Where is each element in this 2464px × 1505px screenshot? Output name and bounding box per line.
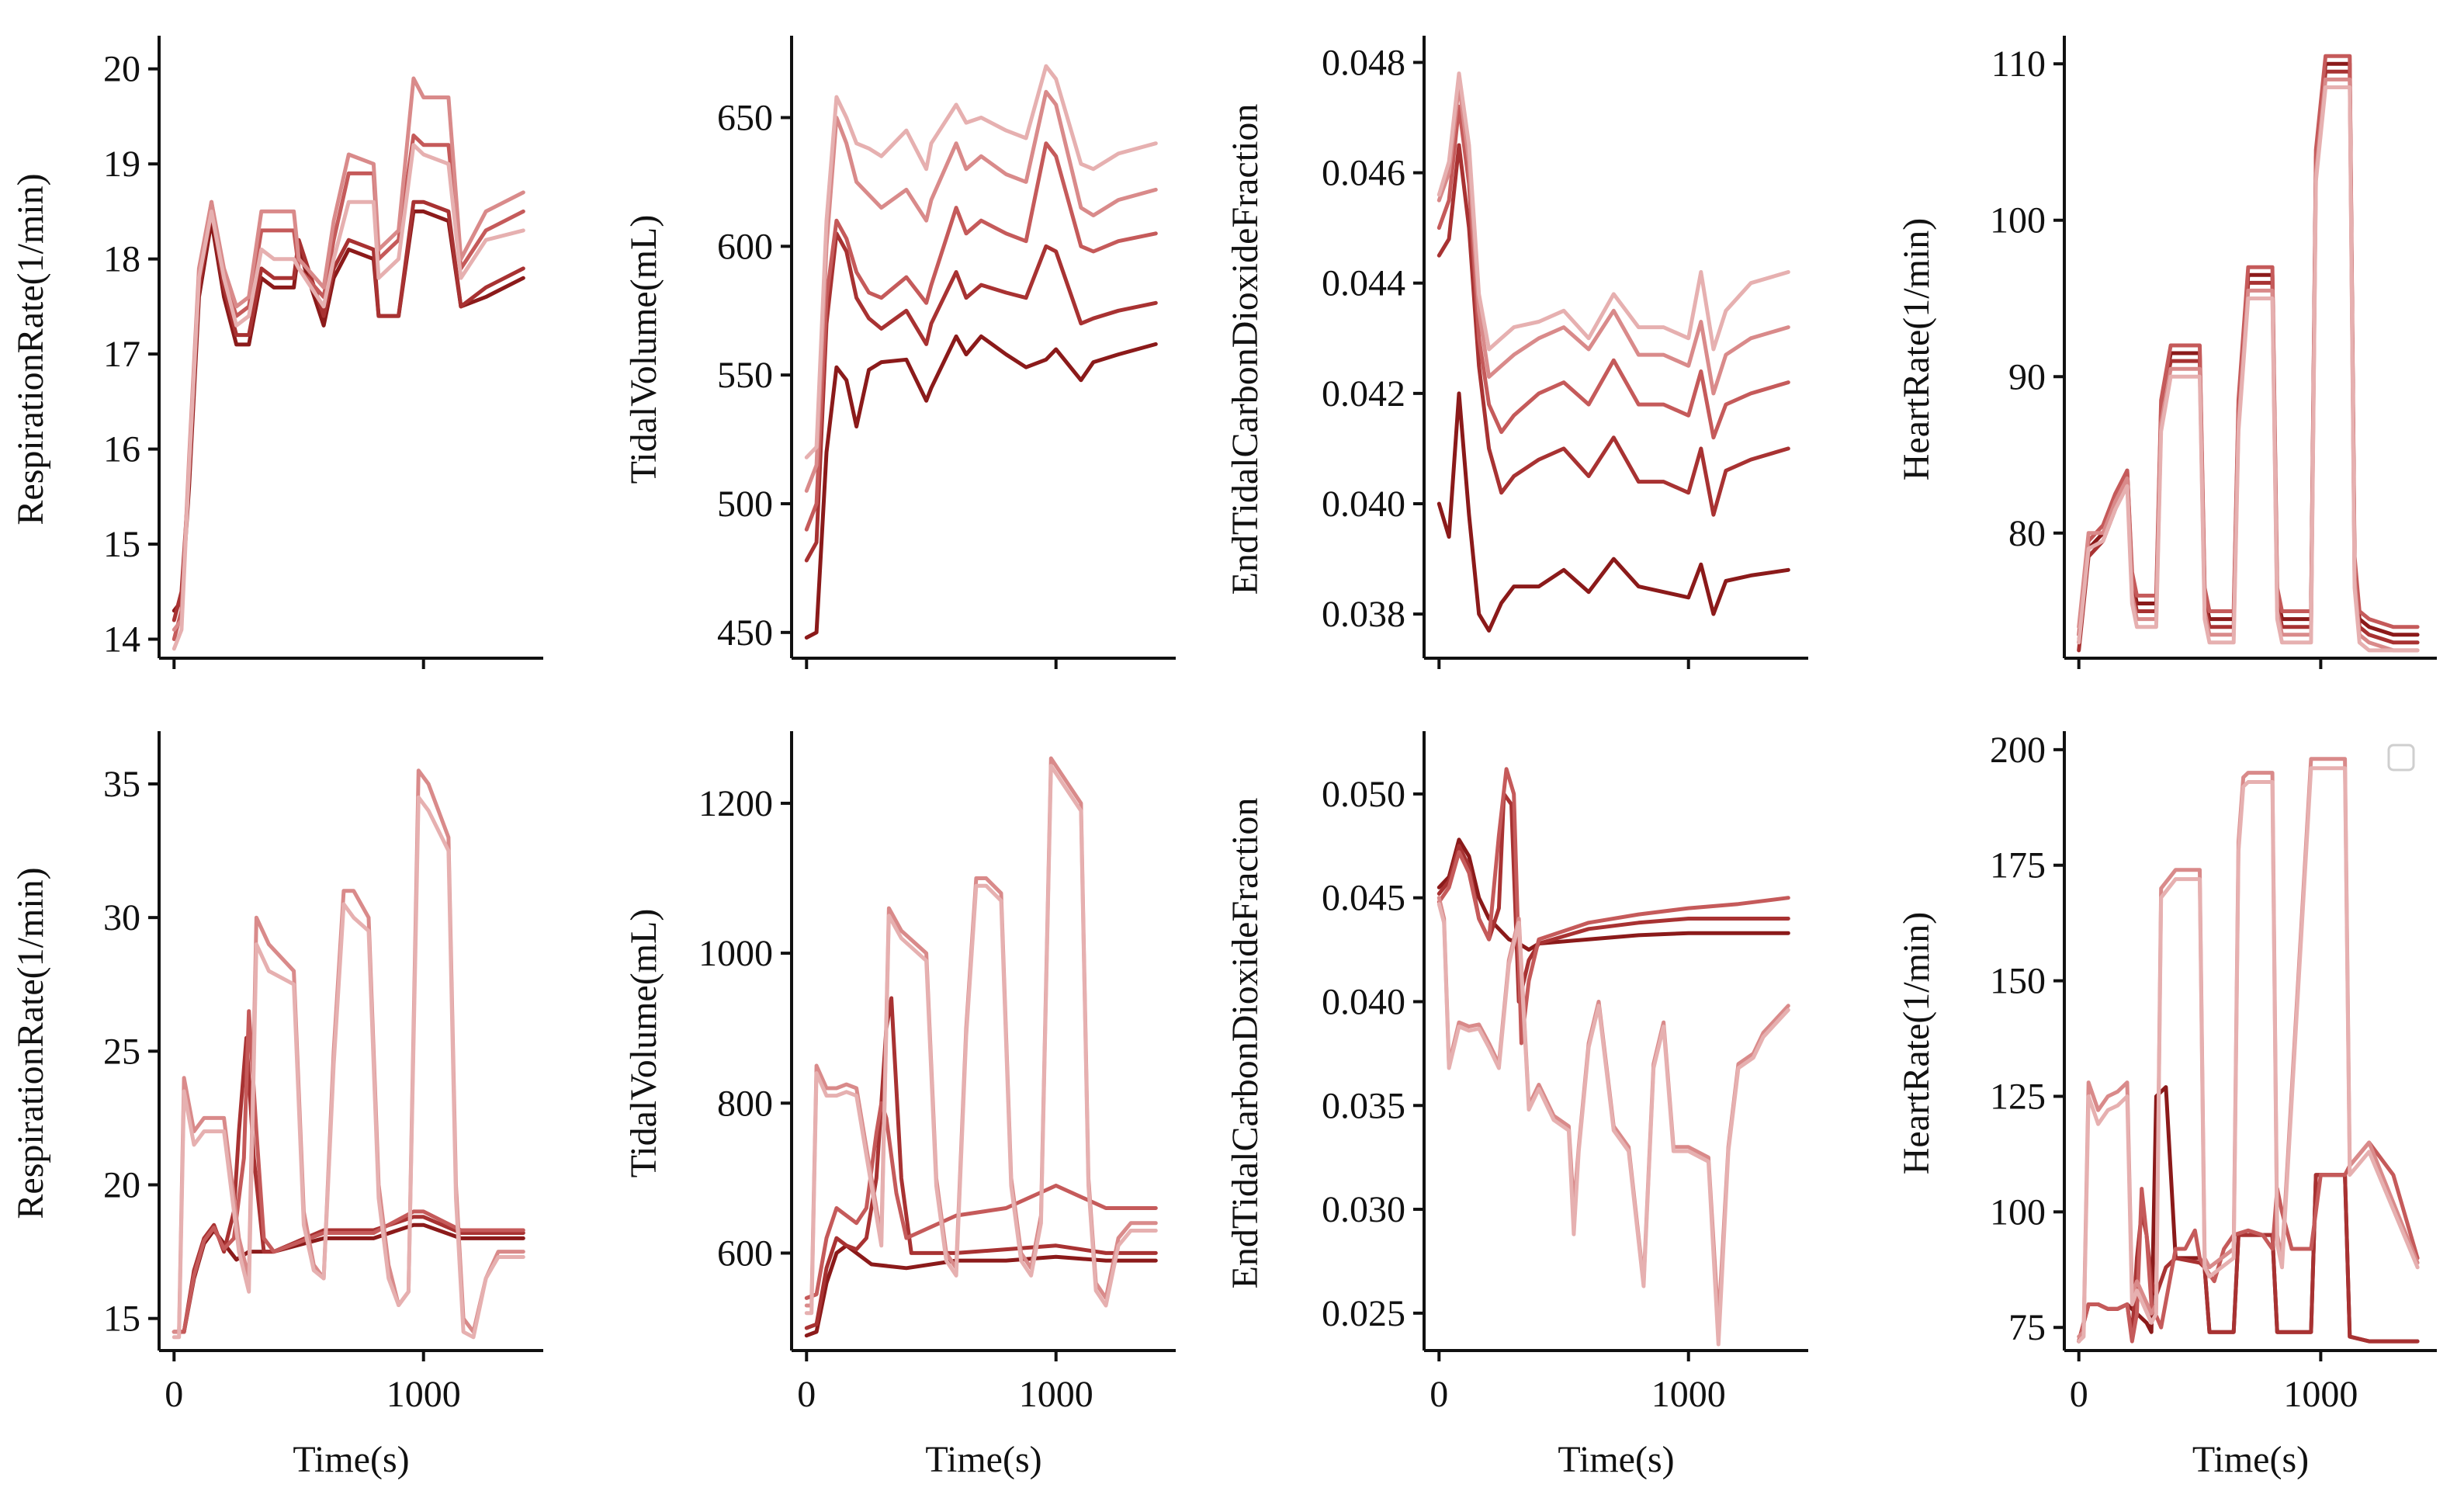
x-axis-title: Time(s) <box>293 1439 409 1480</box>
y-tick-label: 19 <box>103 144 140 185</box>
y-axis-title: HeartRate(1/min) <box>1896 912 1937 1175</box>
y-axis-title: RespirationRate(1/min) <box>10 173 51 525</box>
x-tick-label: 1000 <box>386 1374 461 1415</box>
y-tick-label: 20 <box>103 1165 140 1206</box>
x-tick-label: 1000 <box>1651 1374 1726 1415</box>
y-tick-label: 600 <box>717 226 773 267</box>
x-tick-label: 1000 <box>2283 1374 2358 1415</box>
subplot-r1-c2: 450 500 550 600 650 TidalVolume(mL) <box>623 36 1176 669</box>
subplot-r2-c2: 600 800 1000 1200 0 1000 TidalVolume(mL) Time(s… <box>623 731 1176 1480</box>
series-line-s5 <box>172 795 525 1340</box>
series-line-s3 <box>1436 767 1790 1046</box>
y-tick-label: 110 <box>1991 43 2046 85</box>
y-tick-label: 0.042 <box>1322 373 1405 414</box>
y-tick-label: 100 <box>1990 1191 2046 1233</box>
y-tick-label: 650 <box>717 98 773 139</box>
y-tick-label: 450 <box>717 612 773 654</box>
y-tick-label: 20 <box>103 49 140 90</box>
subplot-grid: 14 15 16 17 18 19 20 RespirationRate(1/min) 450 5… <box>10 36 2437 1480</box>
y-tick-label: 0.035 <box>1322 1085 1405 1126</box>
x-tick-label: 0 <box>2070 1374 2088 1415</box>
y-axis-title: EndTidalCarbonDioxideFraction <box>1225 104 1266 595</box>
series-line-s5 <box>172 143 525 651</box>
y-axis-title: RespirationRate(1/min) <box>10 867 51 1219</box>
y-tick-label: 0.045 <box>1322 878 1405 919</box>
y-tick-label: 125 <box>1990 1076 2046 1117</box>
y-axis-title: TidalVolume(mL) <box>623 215 664 484</box>
series-line-s5 <box>2077 85 2420 653</box>
subplot-r2-c1: 15 20 25 30 35 0 1000 RespirationRate(1/min) Tim… <box>10 731 543 1480</box>
x-axis-title: Time(s) <box>1558 1439 1674 1480</box>
y-tick-label: 90 <box>2008 356 2046 397</box>
y-tick-label: 30 <box>103 897 140 938</box>
subplot-r2-c4: 75 100 125 150 175 200 0 1000 HeartRate(1/min) Ti… <box>1896 730 2437 1480</box>
empty-legend-box <box>2387 744 2415 772</box>
y-tick-label: 17 <box>103 334 140 375</box>
y-tick-label: 80 <box>2008 513 2046 554</box>
y-tick-label: 0.044 <box>1322 263 1405 304</box>
x-axis-title: Time(s) <box>925 1439 1041 1480</box>
y-tick-label: 150 <box>1990 961 2046 1002</box>
subplot-r1-c4: 80 90 100 110 HeartRate(1/min) <box>1896 36 2437 669</box>
y-tick-label: 500 <box>717 484 773 525</box>
x-tick-label: 0 <box>165 1374 183 1415</box>
series-line-s4 <box>2077 757 2420 1339</box>
y-tick-label: 550 <box>717 355 773 396</box>
x-axis-title: Time(s) <box>2192 1439 2309 1480</box>
series-line-s5 <box>804 64 1158 459</box>
y-tick-label: 0.048 <box>1322 42 1405 83</box>
y-tick-label: 15 <box>103 524 140 565</box>
y-tick-label: 0.040 <box>1322 981 1405 1022</box>
y-tick-label: 200 <box>1990 730 2046 771</box>
y-axis-title: HeartRate(1/min) <box>1896 218 1937 481</box>
y-tick-label: 14 <box>103 619 140 661</box>
y-axis-title: EndTidalCarbonDioxideFraction <box>1225 798 1266 1289</box>
y-tick-label: 175 <box>1990 845 2046 886</box>
subplot-r2-c3: 0.025 0.030 0.035 0.040 0.045 0.050 0 1000 EndTi… <box>1225 731 1808 1480</box>
x-tick-label: 0 <box>797 1374 816 1415</box>
series-line-s3 <box>804 141 1158 532</box>
x-tick-label: 0 <box>1430 1374 1448 1415</box>
y-tick-label: 15 <box>103 1299 140 1340</box>
y-tick-label: 0.030 <box>1322 1189 1405 1230</box>
y-tick-label: 35 <box>103 764 140 805</box>
y-tick-label: 1200 <box>698 783 773 824</box>
y-tick-label: 0.050 <box>1322 774 1405 815</box>
y-tick-label: 0.046 <box>1322 153 1405 194</box>
series-line-s1 <box>804 334 1158 640</box>
series-line-s4 <box>804 89 1158 493</box>
y-tick-label: 800 <box>717 1083 773 1124</box>
series-line-s5 <box>2077 766 2420 1344</box>
y-tick-label: 0.025 <box>1322 1293 1405 1334</box>
y-axis-title: TidalVolume(mL) <box>623 909 664 1178</box>
y-tick-label: 0.038 <box>1322 594 1405 635</box>
y-tick-label: 16 <box>103 429 140 470</box>
series-line-s5 <box>804 764 1158 1316</box>
series-line-s2 <box>1436 143 1790 517</box>
y-tick-label: 18 <box>103 239 140 280</box>
y-tick-label: 75 <box>2008 1307 2046 1348</box>
series-line-s3 <box>172 1009 525 1334</box>
y-tick-label: 0.040 <box>1322 484 1405 525</box>
subplot-r1-c3: 0.038 0.040 0.042 0.044 0.046 0.048 EndTidalCa… <box>1225 36 1808 669</box>
series-line-s2 <box>804 231 1158 563</box>
series-line-s5 <box>1436 902 1790 1347</box>
series-line-s1 <box>804 1243 1158 1338</box>
y-tick-label: 600 <box>717 1233 773 1274</box>
series-line-s3 <box>804 1101 1158 1300</box>
x-tick-label: 1000 <box>1019 1374 1093 1415</box>
y-tick-label: 100 <box>1990 200 2046 241</box>
y-tick-label: 25 <box>103 1031 140 1072</box>
y-tick-label: 1000 <box>698 933 773 974</box>
series-line-s5 <box>1436 71 1790 352</box>
series-line-s2 <box>1436 792 1790 1004</box>
series-line-s1 <box>1436 391 1790 633</box>
subplot-r1-c1: 14 15 16 17 18 19 20 RespirationRate(1/min) <box>10 36 543 669</box>
